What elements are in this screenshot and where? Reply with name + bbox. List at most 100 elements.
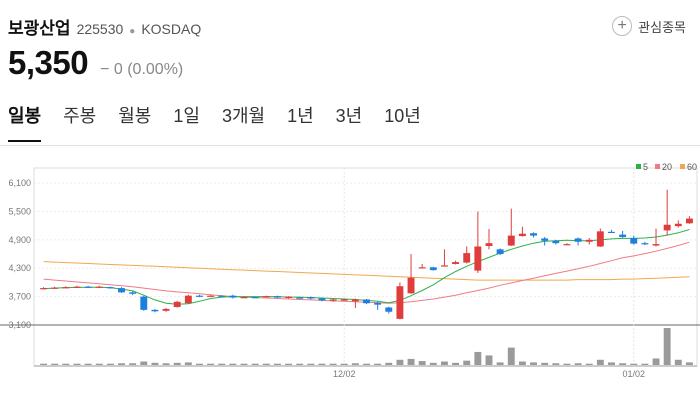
candle-body bbox=[574, 238, 582, 242]
volume-bar bbox=[262, 363, 270, 365]
tab-10year[interactable]: 10년 bbox=[384, 106, 421, 126]
volume-bar bbox=[396, 359, 404, 365]
legend-swatch bbox=[655, 164, 660, 169]
candle bbox=[40, 287, 48, 290]
candle-body bbox=[273, 296, 281, 298]
candle-body bbox=[106, 287, 114, 289]
volume-bar bbox=[196, 363, 203, 365]
candle-body bbox=[530, 233, 537, 236]
volume-bar bbox=[84, 363, 92, 365]
candle bbox=[452, 260, 460, 265]
candle bbox=[574, 237, 582, 246]
candle-body bbox=[552, 240, 560, 244]
candle bbox=[641, 241, 649, 246]
period-tabs: 일봉 주봉 월봉 1일 3개월 1년 3년 10년 bbox=[8, 102, 443, 142]
candle bbox=[296, 297, 304, 299]
candle bbox=[329, 298, 337, 302]
candle-body bbox=[84, 286, 92, 288]
volume-bar bbox=[585, 363, 593, 365]
candle bbox=[229, 294, 237, 299]
volume-bar bbox=[574, 363, 582, 365]
candle-body bbox=[518, 233, 526, 237]
candle bbox=[418, 263, 426, 269]
tab-monthly[interactable]: 월봉 bbox=[118, 106, 152, 126]
candle bbox=[95, 285, 103, 288]
volume-bar bbox=[619, 363, 627, 365]
candle bbox=[240, 296, 248, 299]
candle bbox=[218, 295, 226, 297]
candle-body bbox=[474, 246, 482, 271]
candle-body bbox=[129, 292, 137, 294]
add-watchlist-button[interactable]: + 관심종목 bbox=[612, 16, 686, 36]
candle bbox=[585, 237, 593, 245]
current-price: 5,350 bbox=[8, 44, 89, 81]
tab-3month[interactable]: 3개월 bbox=[221, 106, 266, 126]
tab-1day[interactable]: 1일 bbox=[173, 106, 200, 126]
candle bbox=[307, 296, 315, 300]
volume-bar bbox=[106, 363, 114, 365]
volume-bar bbox=[251, 363, 259, 365]
candle-body bbox=[440, 265, 448, 267]
volume-bar bbox=[285, 363, 293, 365]
tab-daily[interactable]: 일봉 bbox=[8, 102, 42, 142]
candle bbox=[552, 239, 560, 245]
volume-bar bbox=[340, 363, 348, 365]
candle-body bbox=[196, 295, 203, 297]
candle bbox=[73, 285, 81, 288]
volume-bar bbox=[184, 362, 192, 365]
candle-body bbox=[652, 244, 660, 246]
candle bbox=[84, 285, 92, 289]
stock-code: 225530 bbox=[76, 21, 124, 37]
candle bbox=[530, 232, 537, 238]
candle-body bbox=[418, 267, 426, 269]
candle bbox=[62, 286, 70, 289]
market-name: KOSDAQ bbox=[141, 21, 202, 37]
tab-1year[interactable]: 1년 bbox=[287, 106, 314, 126]
candle bbox=[273, 295, 281, 299]
candle bbox=[251, 296, 259, 299]
candle bbox=[385, 306, 393, 314]
candle bbox=[173, 300, 181, 308]
tab-weekly[interactable]: 주봉 bbox=[63, 106, 97, 126]
candle-body bbox=[541, 238, 549, 241]
y-tick-label: 4,300 bbox=[8, 263, 31, 273]
tab-3year[interactable]: 3년 bbox=[335, 106, 363, 126]
candle-body bbox=[296, 297, 304, 299]
stock-name: 보광산업 bbox=[8, 19, 71, 38]
candle-body bbox=[407, 277, 415, 294]
volume-bar bbox=[229, 363, 237, 365]
candle-body bbox=[118, 288, 125, 293]
candle bbox=[485, 228, 493, 250]
candle bbox=[396, 282, 404, 320]
volume-bar bbox=[663, 328, 671, 365]
candle-body bbox=[207, 295, 215, 297]
candle-body bbox=[151, 309, 159, 312]
volume-bar bbox=[374, 363, 382, 365]
candle-body bbox=[340, 299, 348, 301]
candle-body bbox=[173, 301, 181, 308]
candle bbox=[429, 266, 437, 271]
volume-bar bbox=[385, 362, 393, 365]
candle bbox=[196, 294, 203, 298]
candle-body bbox=[73, 286, 81, 288]
candle-body bbox=[485, 243, 493, 247]
volume-bar bbox=[552, 363, 560, 365]
volume-bar bbox=[62, 363, 70, 365]
volume-bar bbox=[173, 362, 181, 365]
volume-bar bbox=[318, 363, 326, 365]
candle-body bbox=[507, 235, 515, 246]
candle-body bbox=[363, 299, 370, 304]
candle-body bbox=[307, 297, 315, 299]
candle-body bbox=[608, 231, 615, 234]
candle-body bbox=[585, 239, 593, 242]
tab-divider bbox=[0, 145, 700, 146]
volume-bar bbox=[685, 362, 693, 365]
volume-bar bbox=[474, 351, 482, 365]
candle-body bbox=[463, 253, 471, 263]
price-chart[interactable]: 6,100 5,500 4,900 4,300 3,700 3,100 12/02 01/0… bbox=[0, 160, 700, 400]
candle-body bbox=[663, 224, 671, 231]
candle-body bbox=[262, 296, 270, 298]
y-axis: 6,100 5,500 4,900 4,300 3,700 3,100 bbox=[8, 178, 31, 330]
volume-bar bbox=[273, 363, 281, 365]
